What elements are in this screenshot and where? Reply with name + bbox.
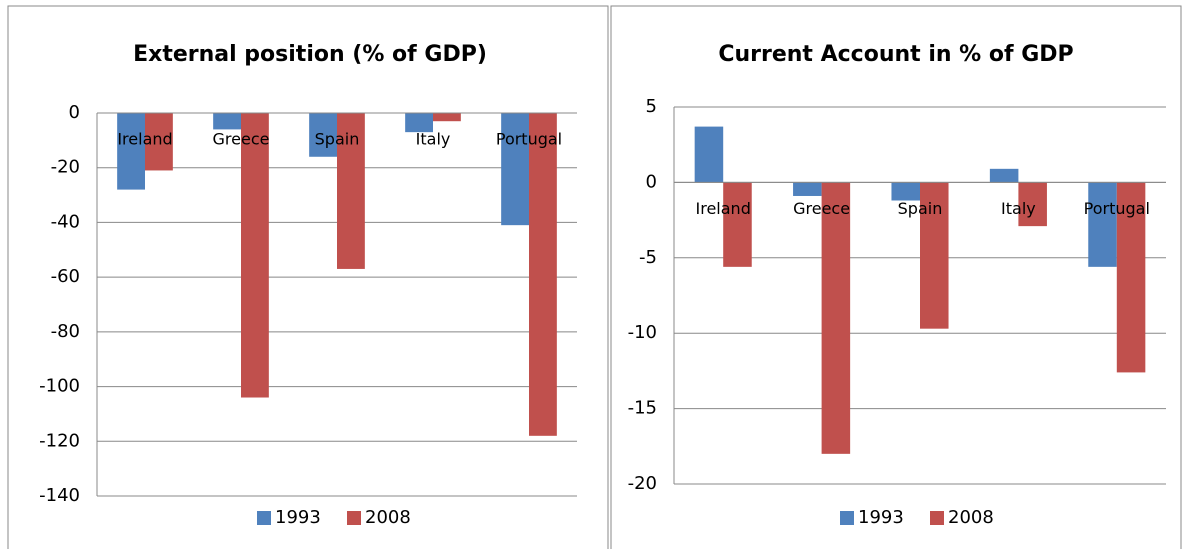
bar <box>309 113 337 157</box>
y-tick-label: 0 <box>69 102 80 123</box>
y-tick-label: -20 <box>628 473 657 494</box>
panel-frame <box>7 5 609 549</box>
legend-label: 2008 <box>365 507 411 528</box>
bar <box>1018 182 1047 227</box>
y-tick-label: -140 <box>39 485 80 506</box>
bar <box>1116 182 1146 373</box>
bar <box>1088 182 1117 267</box>
x-tick-label: Italy <box>1001 199 1036 218</box>
y-tick-label: -100 <box>39 376 80 397</box>
x-tick-label: Ireland <box>117 130 172 149</box>
bar <box>213 113 241 130</box>
x-tick-label: Portugal <box>1084 199 1150 218</box>
bar <box>145 113 173 171</box>
x-tick-label: Spain <box>898 199 943 218</box>
legend-label: 2008 <box>948 507 994 528</box>
legend-label: 1993 <box>858 507 904 528</box>
x-tick-label: Spain <box>315 130 360 149</box>
y-tick-label: -5 <box>639 247 657 268</box>
x-tick-label: Ireland <box>696 199 751 218</box>
x-tick-label: Italy <box>416 130 451 149</box>
x-tick-label: Greece <box>213 130 270 149</box>
bar <box>501 113 529 226</box>
legend-swatch <box>347 511 361 525</box>
bar <box>117 113 145 190</box>
y-tick-label: -120 <box>39 430 80 451</box>
chart-title: External position (% of GDP) <box>133 42 487 67</box>
legend-swatch <box>930 511 944 525</box>
y-tick-label: -60 <box>51 266 80 287</box>
bar <box>793 182 822 196</box>
y-tick-label: -40 <box>51 211 80 232</box>
chart-title: Current Account in % of GDP <box>718 42 1073 67</box>
bar <box>405 113 433 133</box>
y-tick-label: -15 <box>628 398 657 419</box>
legend-label: 1993 <box>275 507 321 528</box>
y-tick-label: 5 <box>646 96 657 117</box>
bar <box>529 113 557 436</box>
y-tick-label: 0 <box>646 171 657 192</box>
bar <box>433 113 461 122</box>
bar <box>337 113 365 269</box>
bar <box>694 126 724 183</box>
x-tick-label: Greece <box>793 199 850 218</box>
x-tick-label: Portugal <box>496 130 562 149</box>
bar <box>723 182 752 267</box>
legend-swatch <box>257 511 271 525</box>
bar <box>241 113 269 398</box>
bar <box>989 168 1019 183</box>
y-tick-label: -80 <box>51 321 80 342</box>
y-tick-label: -10 <box>628 322 657 343</box>
y-tick-label: -20 <box>51 157 80 178</box>
bar <box>920 182 949 329</box>
bar <box>821 182 851 454</box>
panel-frame <box>610 5 1182 549</box>
legend-swatch <box>840 511 854 525</box>
bar <box>891 182 920 201</box>
